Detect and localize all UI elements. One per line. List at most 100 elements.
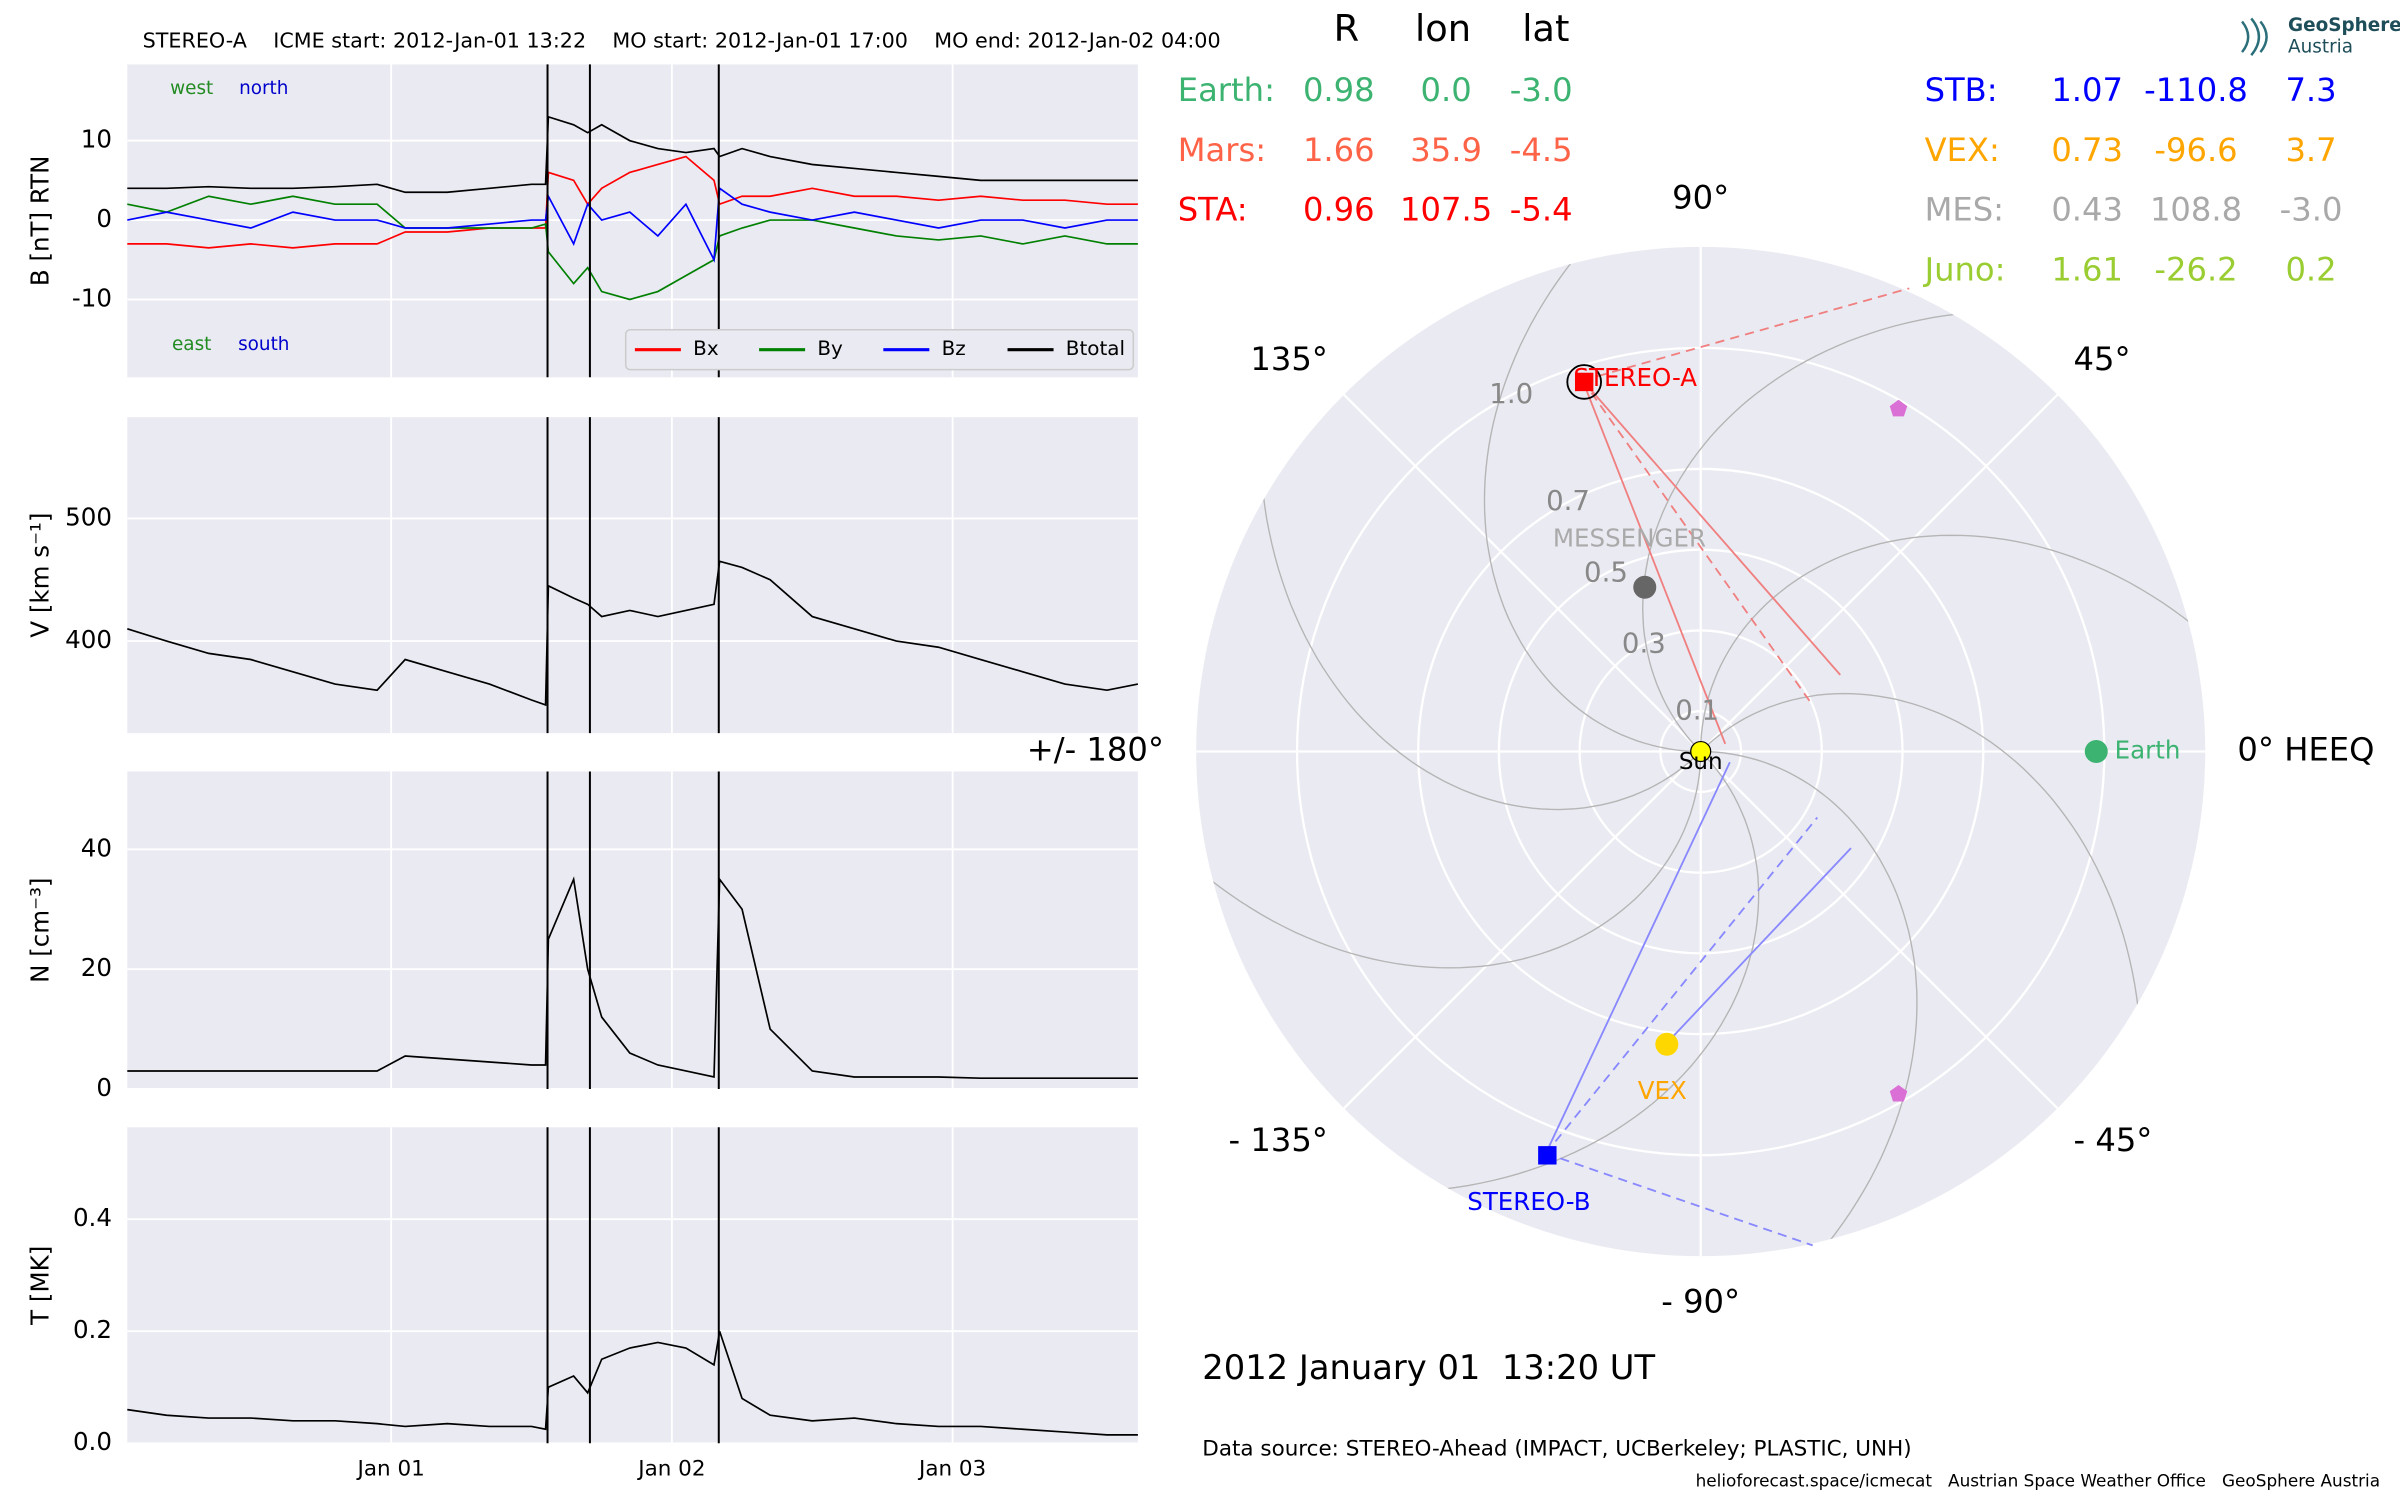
y-tick-label: 500 [65, 502, 112, 531]
x-tick-label: Jan 02 [636, 1456, 705, 1481]
grid-spoke [1699, 393, 2059, 753]
body-label: STEREO-A [1573, 363, 1697, 392]
timestamp: 2012 January 01 13:20 UT [1202, 1348, 1655, 1387]
logo: GeoSphere Austria [2241, 15, 2400, 58]
y-tick-label: 0.4 [73, 1203, 112, 1232]
legend-label: Bx [693, 337, 719, 360]
body-marker [1690, 740, 1712, 763]
data-line [127, 186, 1138, 263]
table-row-label: VEX: [1925, 131, 2000, 169]
spiral [1632, 750, 1918, 1257]
table-cell: 107.5 [1400, 191, 1492, 229]
table-cell: -110.8 [2144, 71, 2248, 109]
table-cell: -96.6 [2154, 131, 2237, 169]
r-tick-label: 0.3 [1622, 627, 1666, 660]
data-line [127, 560, 1139, 707]
grid-spoke [1343, 750, 1702, 1110]
y-tick-label: 400 [65, 625, 112, 654]
highlight-ring [1566, 364, 1602, 400]
plot-area [127, 1127, 1138, 1444]
fov-line [1581, 379, 1841, 676]
table-header: lon [1415, 7, 1471, 50]
logo-text: GeoSphere [2288, 15, 2400, 36]
fov-line [1544, 761, 1731, 1154]
r-tick-label: 1.0 [1489, 377, 1533, 410]
fov-line [1545, 816, 1818, 1154]
table-cell: 1.61 [2051, 250, 2123, 288]
r-tick-label: 0.7 [1546, 484, 1590, 517]
legend-label: Bz [942, 337, 966, 360]
body-label: MESSENGER [1553, 524, 1706, 553]
table-cell: 108.8 [2150, 191, 2242, 229]
table-cell: 7.3 [2285, 71, 2336, 109]
fov-line [1581, 379, 1811, 702]
body-marker [1633, 575, 1657, 599]
table-cell: 3.7 [2285, 131, 2336, 169]
point-marker [1889, 399, 1908, 417]
table-row-label: STA: [1178, 191, 1248, 229]
body-label: Sun [1679, 749, 1723, 775]
footer: helioforecast.space/icmecat Austrian Spa… [1696, 1471, 2380, 1491]
table-cell: 1.07 [2051, 71, 2123, 109]
theta-tick-label: - 135° [1229, 1121, 1328, 1159]
polar-plot: 0° HEEQ 45° 90° 135° +/- 180° - 135° - 90° - 45… [1027, 178, 2375, 1320]
y-tick-label: 0.0 [73, 1427, 112, 1456]
body-marker [2084, 740, 2108, 764]
table-cell: 0.0 [1421, 71, 1472, 109]
table-row-label: Earth: [1178, 71, 1275, 109]
table-row-label: MES: [1925, 191, 2004, 229]
annotation: west [170, 78, 213, 99]
table-row-label: Mars: [1178, 131, 1266, 169]
data-line [127, 155, 1138, 249]
logo-icon [2241, 17, 2268, 56]
r-tick-label: 0.5 [1584, 555, 1628, 588]
annotation: east [172, 334, 211, 355]
data-line [127, 195, 1138, 301]
y-tick-label: 10 [81, 125, 112, 154]
body-label: Earth [2115, 736, 2181, 765]
annotation: south [238, 334, 289, 355]
table-cell: 0.96 [1303, 191, 1375, 229]
theta-tick-label: 90° [1672, 178, 1729, 216]
r-tick-label: 0.1 [1675, 693, 1719, 726]
fov-line [1664, 847, 1852, 1046]
legend-box [624, 328, 1135, 371]
y-tick-label: 20 [81, 953, 112, 982]
spiral [1196, 683, 1702, 969]
x-tick-label: Jan 03 [917, 1456, 986, 1481]
panel-title: STEREO-A ICME start: 2012-Jan-01 13:22 M… [143, 28, 1221, 52]
table-cell: 0.2 [2285, 250, 2336, 288]
table-cell: 1.66 [1303, 131, 1375, 169]
table-cell: 0.73 [2051, 131, 2123, 169]
y-tick-label: 0.2 [73, 1315, 112, 1344]
table-cell: -3.0 [2280, 191, 2343, 229]
grid-spoke [1699, 750, 2059, 1110]
table-header: R [1334, 7, 1360, 50]
y-tick-label: 0 [96, 204, 112, 233]
body-marker [1655, 1032, 1679, 1056]
y-tick-label: -10 [72, 283, 112, 312]
legend-label: By [817, 337, 843, 360]
y-axis-label: V [km s⁻¹] [25, 513, 54, 638]
table-row-label: STB: [1925, 71, 1998, 109]
spiral [1700, 534, 2206, 820]
theta-tick-label: +/- 180° [1027, 731, 1164, 769]
fov-line [1581, 380, 1727, 745]
annotation: north [239, 78, 288, 99]
table-cell: 35.9 [1410, 131, 1482, 169]
spacecraft-marker [1574, 372, 1594, 392]
body-label: STEREO-B [1467, 1187, 1590, 1216]
y-axis-label: N [cm⁻³] [25, 878, 54, 983]
data-source: Data source: STEREO-Ahead (IMPACT, UCBer… [1202, 1436, 1911, 1461]
table-cell: -5.4 [1510, 191, 1573, 229]
body-label: VEX [1638, 1076, 1687, 1105]
theta-tick-label: 45° [2073, 340, 2130, 378]
y-axis-label: T [MK] [25, 1246, 54, 1326]
table-cell: -4.5 [1510, 131, 1573, 169]
logo-text: Austria [2288, 37, 2353, 58]
table-cell: -3.0 [1510, 71, 1573, 109]
legend-label: Btotal [1066, 337, 1125, 360]
